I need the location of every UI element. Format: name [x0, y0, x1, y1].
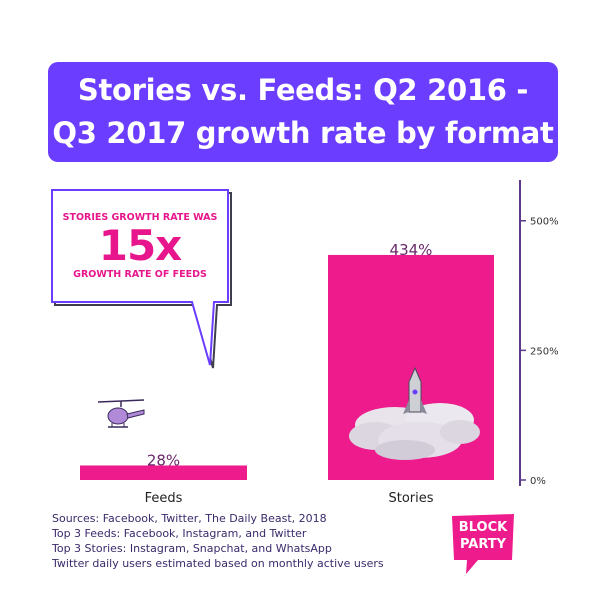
footer-sources: Sources: Facebook, Twitter, The Daily Be…: [52, 512, 327, 525]
footer-notes: Sources: Facebook, Twitter, The Daily Be…: [52, 511, 452, 571]
callout: STORIES GROWTH RATE WAS 15x GROWTH RATE …: [50, 190, 230, 302]
helicopter-icon: [97, 399, 145, 428]
y-tick-label: 0%: [530, 476, 546, 487]
callout-multiplier: 15x: [98, 221, 183, 270]
category-label-feeds: Feeds: [145, 491, 183, 506]
value-label-feeds: 28%: [147, 451, 180, 469]
title-banner: Stories vs. Feeds: Q2 2016 - Q3 2017 gro…: [48, 62, 558, 162]
callout-bottom-text: GROWTH RATE OF FEEDS: [73, 269, 207, 280]
callout-top-text: STORIES GROWTH RATE WAS: [62, 212, 218, 223]
y-tick-label: 500%: [530, 217, 559, 228]
bar-feeds: [80, 465, 247, 480]
logo-line-1: BLOCK: [458, 520, 508, 535]
footer-note: Twitter daily users estimated based on m…: [52, 557, 384, 570]
title-line-2: Q3 2017 growth rate by format: [52, 116, 554, 150]
y-tick-label: 250%: [530, 346, 559, 357]
category-label-stories: Stories: [388, 491, 433, 506]
footer-feeds: Top 3 Feeds: Facebook, Instagram, and Tw…: [52, 527, 307, 540]
logo-line-2: PARTY: [459, 537, 507, 552]
value-label-stories: 434%: [390, 241, 433, 259]
rocket-icon: [403, 366, 427, 414]
footer-stories: Top 3 Stories: Instagram, Snapchat, and …: [52, 542, 332, 555]
title-line-1: Stories vs. Feeds: Q2 2016 -: [77, 73, 529, 107]
block-party-logo: [452, 514, 514, 574]
logo-text: BLOCK PARTY: [452, 514, 514, 572]
